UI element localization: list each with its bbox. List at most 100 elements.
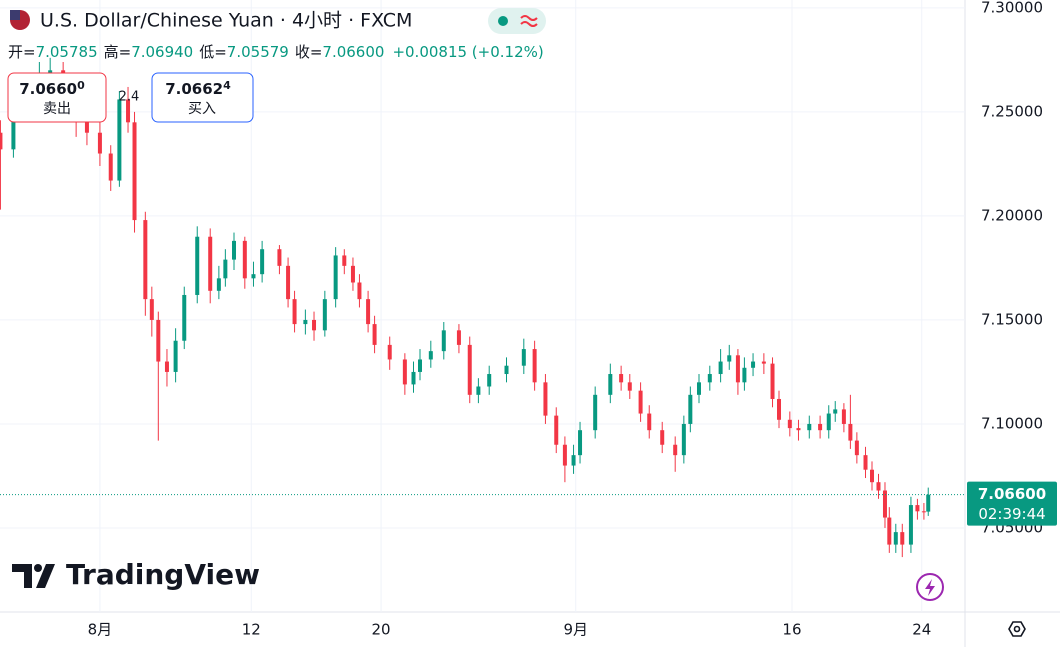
candle-body bbox=[863, 455, 868, 470]
settings-icon-dot bbox=[1013, 625, 1021, 633]
flash-icon bbox=[925, 579, 935, 596]
candle-body bbox=[807, 423, 812, 431]
candle-body bbox=[673, 444, 678, 456]
candle-body bbox=[681, 423, 686, 456]
candle-body bbox=[578, 430, 583, 456]
candle-body bbox=[841, 409, 846, 424]
candle-body bbox=[718, 361, 723, 375]
candle-body bbox=[882, 490, 887, 518]
candle-body bbox=[126, 99, 131, 123]
candle-body bbox=[417, 359, 422, 372]
candle-body bbox=[312, 319, 317, 331]
candle-body bbox=[554, 415, 559, 445]
candle-body bbox=[342, 255, 347, 266]
candle-body bbox=[761, 361, 766, 364]
candle-body bbox=[571, 455, 576, 466]
low-value: 7.05579 bbox=[227, 43, 289, 61]
candle-body bbox=[818, 423, 823, 431]
candle-body bbox=[619, 374, 624, 383]
candle-body bbox=[887, 517, 892, 545]
candle-body bbox=[727, 355, 732, 362]
candle-body bbox=[108, 153, 113, 181]
sell-price-small: 0 bbox=[77, 79, 85, 92]
candle-body bbox=[208, 236, 213, 291]
candle-body bbox=[521, 349, 526, 366]
candle-body bbox=[751, 361, 756, 368]
candle-body bbox=[900, 532, 905, 545]
candle-body bbox=[532, 349, 537, 383]
status-icon bbox=[520, 15, 538, 27]
candle-body bbox=[251, 274, 256, 279]
candle-body bbox=[854, 440, 859, 456]
buy-price: 7.06624 bbox=[165, 79, 231, 98]
candle-body bbox=[504, 365, 509, 375]
candle-body bbox=[333, 255, 338, 300]
x-tick-label: 12 bbox=[242, 621, 261, 639]
candle-body bbox=[411, 371, 416, 385]
candle-body bbox=[926, 494, 931, 512]
candle-body bbox=[402, 359, 407, 385]
candle-body bbox=[173, 340, 178, 372]
y-tick-label: 7.25000 bbox=[981, 102, 1043, 120]
candle-body bbox=[638, 390, 643, 414]
candle-body bbox=[242, 240, 247, 279]
candle-body bbox=[647, 413, 652, 431]
sell-label: 卖出 bbox=[43, 101, 71, 117]
candle-body bbox=[627, 382, 632, 391]
candle-body bbox=[277, 249, 282, 266]
candle-body bbox=[117, 99, 122, 181]
market-status-pill[interactable] bbox=[488, 8, 546, 34]
candle-body bbox=[441, 330, 446, 352]
candle-body bbox=[562, 444, 567, 466]
candle-body bbox=[826, 413, 831, 431]
open-label: 开= bbox=[8, 43, 36, 61]
candle-body bbox=[893, 532, 898, 545]
candle-body bbox=[660, 430, 665, 445]
candle-body bbox=[143, 220, 148, 300]
buy-label: 买入 bbox=[188, 101, 216, 117]
buy-button[interactable] bbox=[151, 72, 254, 123]
last-price-label: 7.06600 bbox=[978, 485, 1046, 503]
brand-logo bbox=[12, 564, 55, 588]
buy-price-small: 4 bbox=[223, 79, 231, 92]
candle-body bbox=[303, 319, 308, 325]
candle-body bbox=[467, 344, 472, 395]
candle-body bbox=[476, 386, 481, 395]
candle-body bbox=[11, 111, 16, 150]
candle-body bbox=[156, 319, 161, 362]
candle-body bbox=[216, 278, 221, 291]
y-tick-label: 7.30000 bbox=[981, 0, 1043, 16]
y-tick-label: 7.20000 bbox=[981, 206, 1043, 224]
candle-body bbox=[223, 259, 228, 279]
candle-body bbox=[357, 282, 362, 300]
candle-body bbox=[735, 355, 740, 383]
candle-body bbox=[195, 236, 200, 295]
close-value: 7.06600 bbox=[322, 43, 384, 61]
change-value: +0.00815 (+0.12%) bbox=[392, 43, 543, 61]
candle-body bbox=[48, 70, 53, 75]
sell-button[interactable] bbox=[7, 72, 107, 123]
candle-body bbox=[848, 423, 853, 441]
candle-body bbox=[833, 409, 838, 414]
x-tick-label: 8月 bbox=[88, 621, 113, 639]
candle-body bbox=[97, 132, 102, 154]
candle-body bbox=[742, 367, 747, 383]
brand-name[interactable]: TradingView bbox=[66, 558, 260, 591]
settings-button[interactable] bbox=[1008, 621, 1026, 637]
candle-layer bbox=[0, 57, 965, 558]
candle-body bbox=[322, 299, 327, 331]
candle-body bbox=[0, 132, 3, 150]
sell-price: 7.06600 bbox=[19, 79, 85, 98]
x-tick-label: 24 bbox=[912, 621, 931, 639]
candle-body bbox=[777, 398, 782, 420]
brand-logo-dot bbox=[34, 564, 42, 572]
candle-body bbox=[260, 249, 265, 275]
candle-body bbox=[876, 482, 881, 491]
symbol-title[interactable]: U.S. Dollar/Chinese Yuan · 4小时 · FXCM bbox=[40, 10, 412, 32]
countdown: 02:39:44 bbox=[978, 505, 1045, 523]
buy-price-main: 7.0662 bbox=[165, 80, 223, 98]
candle-body bbox=[84, 122, 89, 133]
open-value: 7.05785 bbox=[36, 43, 98, 61]
candle-body bbox=[350, 265, 355, 283]
